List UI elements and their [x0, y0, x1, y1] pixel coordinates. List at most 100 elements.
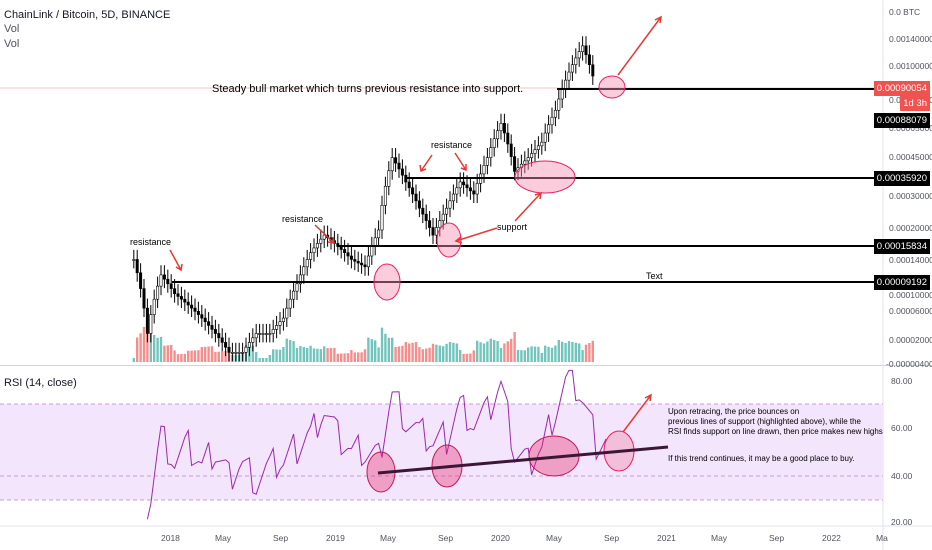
candle	[183, 298, 187, 303]
volume-bar	[353, 352, 356, 362]
arrow	[420, 154, 433, 172]
volume-bar	[363, 349, 367, 362]
volume-bar	[323, 346, 326, 362]
candle	[414, 193, 418, 202]
volume-bar	[299, 346, 302, 362]
candle	[254, 333, 258, 339]
rsi-tick: 80.00	[891, 376, 913, 386]
price-tick: -0.00000400	[886, 359, 932, 369]
candle	[540, 141, 544, 147]
time-tick: Sep	[273, 533, 288, 543]
volume-bar	[462, 353, 465, 362]
candle	[550, 116, 554, 126]
candle	[142, 288, 146, 309]
volume-bar	[513, 332, 516, 362]
volume-bar	[295, 348, 299, 362]
candle	[458, 181, 462, 189]
volume-bar	[173, 350, 176, 362]
candle	[281, 317, 285, 322]
pane-divider[interactable]	[0, 365, 932, 366]
level-price-tag: 0.00009192	[873, 275, 930, 290]
price-tick: 0.00030000	[889, 191, 932, 201]
price-axis[interactable]: 0.0 BTC 0.00140000 0.00100000 0.00080000…	[886, 7, 932, 369]
time-tick: 2021	[657, 533, 676, 543]
candle	[509, 143, 513, 157]
time-tick: Sep	[438, 533, 453, 543]
volume-bar	[510, 338, 513, 362]
volume-bar	[452, 342, 455, 362]
volume-bar	[411, 342, 414, 362]
candle	[424, 213, 428, 221]
volume-bar	[374, 340, 377, 362]
time-tick: 2022	[822, 533, 841, 543]
candle	[438, 220, 442, 228]
rsi-note-line: previous lines of support (highlighted a…	[668, 417, 862, 426]
candle	[496, 130, 500, 140]
candle	[543, 132, 547, 143]
candle	[169, 283, 173, 289]
volume-bar	[302, 347, 305, 362]
volume-bar	[170, 344, 173, 362]
candle	[462, 181, 466, 186]
rsi-indicator-label[interactable]: RSI (14, close)	[4, 377, 77, 389]
candle	[468, 187, 472, 192]
candle	[220, 337, 224, 343]
candle	[567, 71, 571, 81]
volume-bar	[326, 348, 329, 362]
candle	[564, 79, 568, 90]
volume-bar	[197, 350, 200, 362]
candle	[159, 274, 163, 287]
volume-bar	[255, 352, 258, 362]
volume-bar	[282, 347, 285, 362]
candle	[288, 298, 292, 309]
candle	[574, 57, 578, 66]
candle	[241, 352, 245, 354]
candle	[475, 183, 479, 195]
volume-bar	[360, 352, 363, 362]
candle	[322, 234, 326, 240]
volume-label-2: Vol	[4, 38, 20, 50]
volume-bar	[346, 353, 350, 362]
candle	[377, 229, 381, 239]
volume-bar	[401, 345, 404, 362]
candle	[149, 314, 153, 334]
volume-bar	[448, 342, 452, 362]
candle	[570, 64, 574, 73]
volume-bar	[425, 348, 428, 362]
volume-bar	[479, 342, 482, 362]
text-label: Text	[646, 271, 663, 281]
candle	[196, 311, 200, 315]
time-tick: Ma	[876, 533, 888, 543]
volume-bar	[336, 353, 339, 362]
volume-bar	[329, 348, 333, 362]
candle	[502, 123, 506, 134]
volume-bar	[421, 349, 424, 362]
price-tick: 0.00045000	[889, 152, 932, 162]
volume-bar	[574, 342, 577, 362]
volume-bar	[472, 350, 475, 362]
price-tick: 0.00140000	[889, 34, 932, 44]
volume-bar	[404, 342, 407, 362]
volume-bar	[445, 343, 448, 362]
time-axis[interactable]: 2018 May Sep 2019 May Sep 2020 May Sep 2…	[161, 533, 888, 543]
candle	[383, 186, 387, 206]
candle	[411, 187, 415, 195]
candle	[264, 333, 268, 335]
arrow	[617, 16, 662, 76]
time-tick: May	[380, 533, 397, 543]
volume-bar	[496, 341, 499, 362]
resistance-label: resistance	[282, 214, 323, 224]
candle	[271, 329, 275, 334]
highlight-ellipse	[598, 75, 626, 99]
candle	[312, 247, 316, 253]
rsi-axis[interactable]: 80.00 60.00 40.00 20.00	[891, 376, 913, 527]
volume-bar	[132, 358, 135, 362]
volume-bar	[193, 350, 197, 362]
volume-bar	[261, 358, 265, 362]
volume-bar	[142, 326, 146, 362]
volume-bar	[149, 331, 152, 362]
candle	[139, 272, 143, 289]
candle	[394, 157, 398, 164]
candle	[587, 54, 591, 66]
